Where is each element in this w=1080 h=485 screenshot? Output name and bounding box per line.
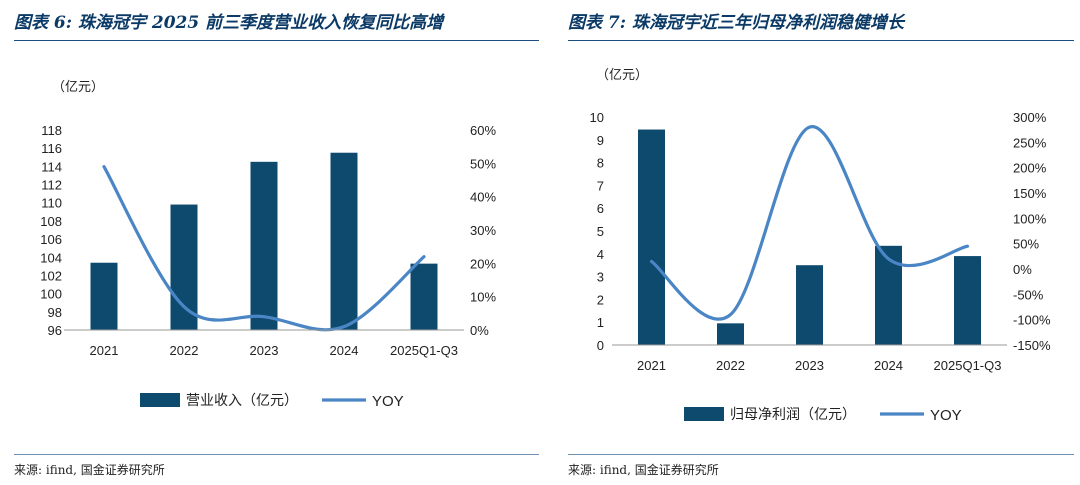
c1-y2tick-label: 10% [470, 290, 496, 305]
c1-bar-4 [410, 263, 438, 330]
chart1-title: 图表 6: 珠海冠宇 2025 前三季度营业收入恢复同比高增 [14, 13, 444, 33]
c1-xtick-label: 2023 [250, 343, 279, 358]
c2-bar-1 [717, 323, 744, 345]
chart1-bottom-rule [14, 454, 539, 455]
chart1-legend-bar-label: 营业收入（亿元） [186, 392, 298, 408]
c1-y2tick-label: 30% [470, 223, 496, 238]
c2-bar-2 [796, 265, 823, 345]
chart2-title: 图表 7: 珠海冠宇近三年归母净利润稳健增长 [568, 13, 904, 33]
chart2-title-rule [568, 40, 1074, 41]
c2-ytick-label: 1 [597, 315, 604, 330]
c2-y2tick-label: -50% [1013, 287, 1044, 302]
c1-ytick-label: 108 [40, 214, 62, 229]
c2-ytick-label: 3 [597, 270, 604, 285]
c2-xtick-label: 2021 [637, 358, 666, 373]
c2-ytick-label: 4 [597, 247, 604, 262]
c2-y2tick-label: -150% [1013, 338, 1051, 353]
c2-ytick-label: 9 [597, 133, 604, 148]
chart2-legend-bar-label: 归母净利润（亿元） [730, 406, 856, 422]
chart1-title-rule [14, 40, 539, 41]
c1-y2tick-label: 40% [470, 190, 496, 205]
chart1-unit-label: （亿元） [52, 79, 104, 94]
c1-y2tick-label: 60% [470, 123, 496, 138]
c1-ytick-label: 98 [48, 305, 62, 320]
c2-y2tick-label: 250% [1013, 135, 1047, 150]
c2-xtick-label: 2024 [874, 358, 903, 373]
c1-ytick-label: 102 [40, 268, 62, 283]
c2-ytick-label: 10 [590, 110, 604, 125]
c2-xtick-label: 2025Q1-Q3 [934, 358, 1002, 373]
c1-xtick-label: 2024 [330, 343, 359, 358]
c2-y2tick-label: 0% [1013, 262, 1032, 277]
c1-ytick-label: 110 [41, 196, 62, 211]
chart2-legend-bar-swatch [684, 407, 724, 421]
chart1-yoy-line [102, 165, 426, 332]
c1-ytick-label: 116 [41, 141, 62, 156]
c1-y2tick-label: 50% [470, 156, 496, 171]
c2-y2tick-label: 300% [1013, 110, 1047, 125]
c1-ytick-label: 96 [48, 323, 62, 338]
c2-y2tick-label: 50% [1013, 237, 1039, 252]
chart2-source: 来源: ifind, 国金证券研究所 [568, 463, 719, 477]
c1-y2tick-label: 0% [470, 323, 489, 338]
c1-bar-1 [170, 204, 198, 330]
c1-xtick-label: 2022 [170, 343, 199, 358]
c2-ytick-label: 2 [597, 292, 604, 307]
c2-ytick-label: 5 [597, 224, 604, 239]
c2-ytick-label: 6 [597, 201, 604, 216]
c2-y2tick-label: -100% [1013, 313, 1051, 328]
c1-ytick-label: 106 [40, 232, 62, 247]
chart2-unit-label: （亿元） [596, 67, 648, 82]
chart2-legend-line-label: YOY [930, 407, 962, 424]
c1-y2tick-label: 20% [470, 256, 496, 271]
c2-bar-0 [638, 129, 665, 345]
chart2-bottom-rule [568, 454, 1074, 455]
c1-ytick-label: 104 [40, 250, 62, 265]
c2-ytick-label: 0 [597, 338, 604, 353]
c2-xtick-label: 2023 [795, 358, 824, 373]
c2-y2tick-label: 200% [1013, 161, 1047, 176]
c2-ytick-label: 8 [597, 156, 604, 171]
c1-ytick-label: 118 [41, 123, 62, 138]
c2-bar-4 [954, 256, 981, 345]
c1-bar-2 [250, 161, 278, 330]
c1-bar-0 [90, 262, 118, 330]
c1-ytick-label: 100 [40, 287, 62, 302]
c2-y2tick-label: 150% [1013, 186, 1047, 201]
c1-xtick-label: 2025Q1-Q3 [390, 343, 458, 358]
c2-xtick-label: 2022 [716, 358, 745, 373]
c1-ytick-label: 114 [41, 159, 62, 174]
chart1-legend-line-label: YOY [372, 393, 404, 410]
chart1-source: 来源: ifind, 国金证券研究所 [14, 463, 165, 477]
c1-bar-3 [330, 152, 358, 330]
c1-xtick-label: 2021 [90, 343, 119, 358]
chart2-yoy-line [649, 125, 970, 321]
chart1-legend-bar-swatch [140, 393, 180, 407]
c1-ytick-label: 112 [41, 178, 62, 193]
c2-y2tick-label: 100% [1013, 211, 1047, 226]
c2-ytick-label: 7 [597, 178, 604, 193]
